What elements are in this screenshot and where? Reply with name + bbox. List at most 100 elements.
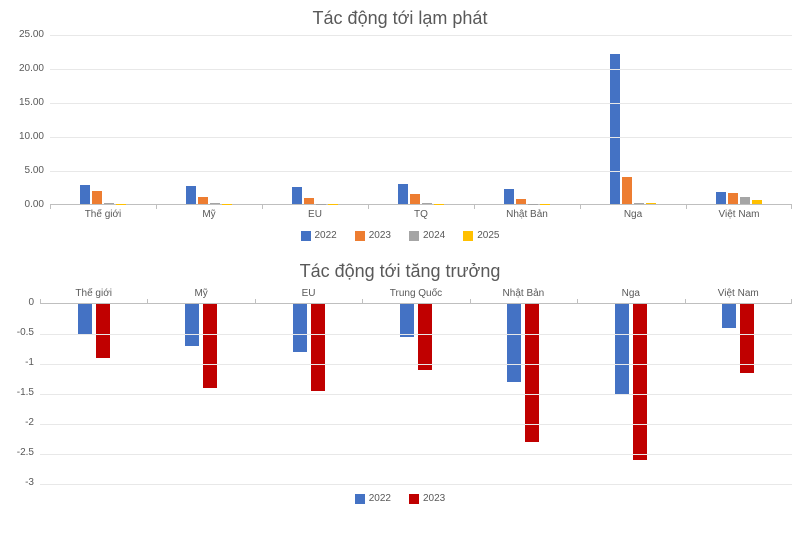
x-tick xyxy=(50,204,51,209)
growth-chart: Tác động tới tăng trưởng Thế giớiMỹEUTru… xyxy=(8,261,792,504)
bar xyxy=(293,304,307,352)
bar xyxy=(507,304,521,382)
legend-item: 2023 xyxy=(409,493,445,504)
x-tick xyxy=(686,204,687,209)
bar-group xyxy=(262,35,368,204)
legend-swatch xyxy=(409,494,419,504)
y-tick-label: 25.00 xyxy=(19,29,44,40)
y-tick-label: -3 xyxy=(25,477,34,488)
bar-group xyxy=(50,35,156,204)
bar xyxy=(722,304,736,328)
grid-line xyxy=(40,424,792,425)
bar xyxy=(610,54,620,204)
legend-label: 2025 xyxy=(477,230,499,241)
x-tick xyxy=(362,299,363,304)
x-tick xyxy=(262,204,263,209)
bar xyxy=(516,199,526,204)
chart1-area: 25.0020.0015.0010.005.000.00 xyxy=(8,35,792,205)
legend-item: 2023 xyxy=(355,230,391,241)
x-label: EU xyxy=(262,209,368,220)
bar xyxy=(752,200,762,204)
bar xyxy=(410,194,420,204)
bar xyxy=(418,304,432,370)
bar xyxy=(633,304,647,460)
bar xyxy=(646,203,656,204)
y-tick-label: 0 xyxy=(28,297,34,308)
x-tick xyxy=(156,204,157,209)
legend-item: 2025 xyxy=(463,230,499,241)
chart1-y-axis: 25.0020.0015.0010.005.000.00 xyxy=(8,35,50,205)
grid-line xyxy=(40,334,792,335)
grid-line xyxy=(50,35,792,36)
bar xyxy=(740,197,750,204)
x-tick xyxy=(470,299,471,304)
y-tick-label: 15.00 xyxy=(19,97,44,108)
bar xyxy=(186,186,196,204)
x-label: Nhật Bản xyxy=(474,209,580,220)
legend-swatch xyxy=(463,231,473,241)
chart2-x-labels: Thế giớiMỹEUTrung QuốcNhật BảnNgaViệt Na… xyxy=(40,288,792,299)
inflation-chart: Tác động tới lạm phát 25.00 20.00 15.00 10.… xyxy=(8,8,792,241)
x-tick xyxy=(791,299,792,304)
x-label: Việt Nam xyxy=(686,209,792,220)
x-tick xyxy=(791,204,792,209)
x-tick xyxy=(255,299,256,304)
chart2-title: Tác động tới tăng trưởng xyxy=(8,261,792,282)
bar xyxy=(634,203,644,204)
bar xyxy=(728,193,738,204)
bar xyxy=(525,304,539,442)
bar xyxy=(716,192,726,204)
chart1-x-labels: Thế giớiMỹEUTQNhật BảnNgaViệt Nam xyxy=(50,209,792,220)
chart2-y-axis: 0-0.5-1-1.5-2-2.5-3 xyxy=(8,303,40,483)
chart1-plot xyxy=(50,35,792,205)
bar xyxy=(304,198,314,204)
chart1-title: Tác động tới lạm phát xyxy=(8,8,792,29)
bar xyxy=(422,203,432,204)
bar xyxy=(622,177,632,204)
x-tick xyxy=(577,299,578,304)
bar xyxy=(198,197,208,204)
chart1-groups xyxy=(50,35,792,204)
y-tick-label: 20.00 xyxy=(19,63,44,74)
x-label: Thế giới xyxy=(40,288,147,299)
bar-group xyxy=(156,35,262,204)
grid-line xyxy=(50,103,792,104)
bar xyxy=(203,304,217,388)
legend-item: 2022 xyxy=(355,493,391,504)
x-label: Mỹ xyxy=(147,288,254,299)
y-tick-label: -1 xyxy=(25,357,34,368)
grid-line xyxy=(40,454,792,455)
legend-swatch xyxy=(355,494,365,504)
x-label: Trung Quốc xyxy=(362,288,469,299)
x-label: Nhật Bản xyxy=(470,288,577,299)
bar xyxy=(398,184,408,204)
chart2-legend: 2022 2023 xyxy=(8,493,792,504)
y-tick-label: 10.00 xyxy=(19,131,44,142)
bar xyxy=(92,191,102,204)
x-label: TQ xyxy=(368,209,474,220)
legend-label: 2023 xyxy=(423,493,445,504)
legend-item: 2024 xyxy=(409,230,445,241)
bar-group xyxy=(686,35,792,204)
bar-group xyxy=(368,35,474,204)
y-tick-label: -2.5 xyxy=(17,447,34,458)
chart1-legend: 2022 2023 2024 2025 xyxy=(8,230,792,241)
bar xyxy=(504,189,514,204)
x-label: Mỹ xyxy=(156,209,262,220)
bar xyxy=(210,203,220,204)
grid-line xyxy=(50,137,792,138)
legend-label: 2022 xyxy=(315,230,337,241)
legend-swatch xyxy=(409,231,419,241)
y-tick-label: -1.5 xyxy=(17,387,34,398)
x-label: Thế giới xyxy=(50,209,156,220)
x-label: Nga xyxy=(577,288,684,299)
x-label: EU xyxy=(255,288,362,299)
grid-line xyxy=(50,171,792,172)
x-tick xyxy=(685,299,686,304)
legend-item: 2022 xyxy=(301,230,337,241)
x-tick xyxy=(40,299,41,304)
y-tick-label: -0.5 xyxy=(17,327,34,338)
legend-swatch xyxy=(355,231,365,241)
legend-label: 2023 xyxy=(369,230,391,241)
x-label: Nga xyxy=(580,209,686,220)
